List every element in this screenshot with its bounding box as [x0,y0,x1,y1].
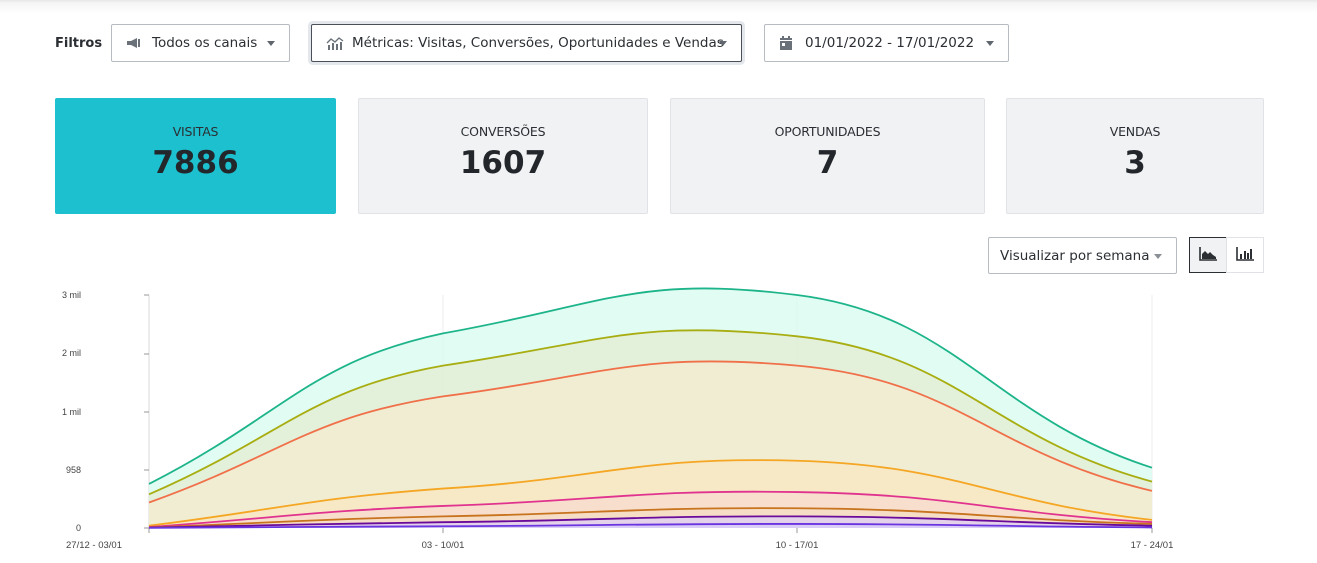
series-line [148,287,1153,485]
channels-dropdown[interactable]: Todos os canais [111,24,290,62]
card-label: CONVERSÕES [460,124,546,139]
series-line [148,459,1153,527]
card-oportunidades[interactable]: OPORTUNIDADES 7 [670,98,985,214]
top-shadow-bar [0,0,1317,14]
channels-value: Todos os canais [152,35,258,51]
card-label: VISITAS [172,124,219,139]
chevron-down-icon [719,41,727,46]
chart-icon [326,36,344,50]
card-value: 3 [1124,145,1146,181]
card-visitas[interactable]: VISITAS 7886 [55,98,336,214]
calendar-icon [779,36,797,50]
x-tick-label: 17 - 24/01 [1130,540,1174,551]
series-line [148,507,1153,529]
area-chart-button[interactable] [1189,237,1227,273]
area-chart: 3 mil 2 mil 1 mil 958 0 27/12 - 03/01 03… [0,280,1317,563]
date-range-value: 01/01/2022 - 17/01/2022 [805,35,975,51]
area-chart-icon [1199,246,1217,265]
card-label: VENDAS [1109,124,1161,139]
megaphone-icon [126,36,144,50]
card-value: 7 [816,145,839,181]
card-label: OPORTUNIDADES [774,124,881,139]
series-line [148,329,1153,496]
y-tick-label: 2 mil [61,348,81,358]
series-line [148,523,1153,529]
series-line [148,515,1153,529]
metrics-value: Métricas: Visitas, Conversões, Oportunid… [352,35,724,51]
y-tick-label: 3 mil [61,290,81,300]
period-select[interactable]: Visualizar por semana [988,237,1177,274]
y-tick-label: 0 [75,523,81,533]
card-conversoes[interactable]: CONVERSÕES 1607 [358,98,648,214]
card-value: 7886 [152,145,239,181]
series-line [148,490,1153,528]
metrics-dropdown[interactable]: Métricas: Visitas, Conversões, Oportunid… [311,24,742,62]
bar-chart-button[interactable] [1226,237,1264,273]
card-value: 1607 [459,145,547,181]
y-tick-label: 1 mil [61,407,81,417]
chevron-down-icon [986,41,994,46]
chart-plot [144,287,1153,533]
series-line [148,360,1153,504]
x-tick-label: 27/12 - 03/01 [66,540,122,551]
x-tick-label: 10 - 17/01 [775,540,819,551]
y-tick-label: 958 [65,465,81,475]
chevron-down-icon [267,41,275,46]
date-range-dropdown[interactable]: 01/01/2022 - 17/01/2022 [764,24,1009,62]
filters-label: Filtros [55,35,103,51]
bar-chart-icon [1236,246,1254,265]
x-tick-label: 03 - 10/01 [421,540,465,551]
chevron-down-icon [1154,254,1162,259]
period-select-value: Visualizar por semana [1000,247,1150,264]
card-vendas[interactable]: VENDAS 3 [1006,98,1264,214]
filters-bar: Filtros [55,24,117,62]
